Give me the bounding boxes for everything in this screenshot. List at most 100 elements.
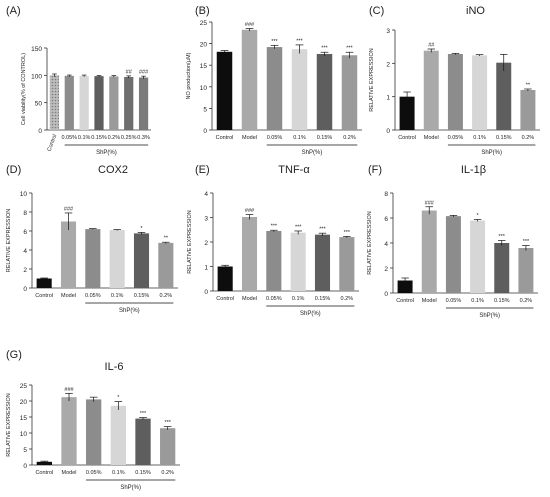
chart-title: COX2 (98, 164, 128, 176)
bar-0-15pct (316, 53, 333, 130)
bar-0-15pct (314, 234, 331, 291)
panel-label: (G) (6, 349, 22, 361)
bar-control (216, 51, 233, 130)
x-tick-label: Control (35, 470, 53, 476)
y-tick-label: 20 (20, 399, 28, 406)
x-tick-label: 0.15% (134, 293, 150, 299)
chart-title: iNO (466, 5, 485, 17)
bar-0-2pct (109, 76, 119, 130)
significance-mark: *** (499, 234, 506, 240)
x-tick-label: 0.1% (473, 135, 486, 141)
bar-model (61, 397, 77, 465)
x-tick-label: 0.05% (85, 293, 101, 299)
significance-mark: *** (346, 46, 353, 52)
bar-0-1pct (290, 232, 306, 291)
bar-0-1pct (291, 49, 308, 130)
bar-0-15pct (94, 76, 104, 130)
group-label: ShP(%) (302, 150, 323, 156)
panel-e: (E) TNF-α 0 1 2 3 4 RELATIVE EXPRESSION Control #… (187, 164, 359, 317)
y-tick-label: 3 (204, 216, 208, 223)
bar-0-1pct (79, 75, 89, 130)
bar-control (36, 278, 52, 288)
x-tick-label: 0.1% (293, 135, 306, 141)
y-axis-label: RELATIVE EXPRESSION (187, 210, 193, 274)
y-tick-label: 5 (203, 106, 207, 113)
bar-0-25pct (124, 76, 134, 130)
panel-f: (F) IL-1β 0 2 4 6 8 RELATIVE EXPRESSION Control #… (367, 164, 538, 319)
x-tick-label: 0.05% (267, 135, 283, 141)
significance-mark: ### (245, 22, 255, 28)
bar-0-05pct (266, 47, 283, 130)
x-tick-label: Control (398, 135, 416, 141)
x-tick-label: Model (62, 470, 77, 476)
significance-mark: ### (64, 387, 74, 393)
bar-0-15pct (494, 243, 510, 293)
x-tick-label: 0.1% (292, 296, 305, 302)
significance-mark: *** (523, 239, 530, 245)
bar-0-2pct (520, 90, 536, 130)
panel-label: (D) (6, 164, 21, 176)
significance-mark: ** (164, 236, 169, 242)
x-tick-label: 0.05% (446, 298, 462, 304)
x-tick-label: 0.2% (522, 135, 535, 141)
y-tick-label: 3 (386, 28, 390, 35)
panel-c: (C) iNO 0 1 2 3 RELATIVE EXPRESSION Control ## Mo… (369, 5, 540, 156)
significance-mark: *** (271, 39, 278, 45)
significance-mark: * (477, 213, 480, 219)
chart-title: IL-6 (105, 361, 124, 373)
bar-0-2pct (518, 248, 534, 293)
x-tick-label: Model (61, 293, 76, 299)
y-tick-label: 0 (23, 286, 27, 293)
significance-mark: * (117, 395, 120, 401)
x-tick-label: 0.2% (343, 135, 356, 141)
y-tick-label: 100 (31, 73, 42, 80)
significance-mark: *** (321, 46, 328, 52)
y-tick-label: 25 (20, 383, 28, 390)
bar-0-15pct (496, 62, 512, 130)
x-tick-label: 0.15% (496, 135, 512, 141)
y-tick-label: 25 (200, 20, 208, 27)
bar-0-05pct (447, 54, 463, 130)
bar-0-1pct (109, 230, 125, 288)
bar-model (60, 221, 77, 288)
x-tick-label: Control (216, 296, 234, 302)
x-tick-label: 0.2% (108, 135, 121, 141)
y-tick-label: 4 (23, 248, 27, 255)
y-tick-label: 6 (384, 216, 388, 223)
bar-0-1pct (110, 405, 126, 465)
x-tick-label: 0.2% (161, 470, 174, 476)
y-tick-label: 1 (204, 265, 208, 272)
y-axis-label: RELATIVE EXPRESSION (369, 48, 375, 112)
panel-g: (G) IL-6 0 5 10 15 20 25 RELATIVE EXPRESSION Cont… (6, 349, 180, 491)
x-tick-label: Model (422, 298, 437, 304)
bar-model (241, 217, 258, 291)
significance-mark: *** (164, 420, 171, 426)
significance-mark: *** (295, 224, 302, 230)
bar-0-1pct (470, 220, 486, 293)
bar-model (241, 29, 258, 130)
y-tick-label: 10 (20, 191, 28, 198)
significance-mark: *** (140, 411, 147, 417)
x-tick-label: 0.05% (448, 135, 464, 141)
y-tick-label: 2 (204, 240, 208, 247)
bar-control (397, 280, 413, 293)
panel-label: (A) (6, 5, 21, 17)
bar-0-1pct (472, 55, 488, 131)
bar-control (49, 75, 60, 130)
group-label: ShP(%) (479, 313, 500, 319)
y-axis-label: Cell viability(% of CONTROL) (21, 53, 27, 125)
x-tick-label: 0.15% (494, 298, 510, 304)
significance-mark: *** (296, 38, 303, 44)
y-tick-label: 15 (20, 415, 28, 422)
x-tick-label: Control (47, 134, 59, 153)
y-tick-label: 6 (23, 229, 27, 236)
group-label: ShP(%) (96, 150, 117, 156)
x-tick-label: 0.1% (111, 293, 124, 299)
bar-0-2pct (160, 428, 176, 465)
y-tick-label: 8 (384, 191, 388, 198)
panel-a: (A) 0 50 100 150 Cell viability(% of CONTROL)… (6, 5, 151, 156)
x-tick-label: 0.15% (91, 135, 107, 141)
y-tick-label: 1 (386, 95, 390, 102)
significance-mark: ### (64, 206, 74, 212)
significance-mark: *** (271, 224, 278, 230)
